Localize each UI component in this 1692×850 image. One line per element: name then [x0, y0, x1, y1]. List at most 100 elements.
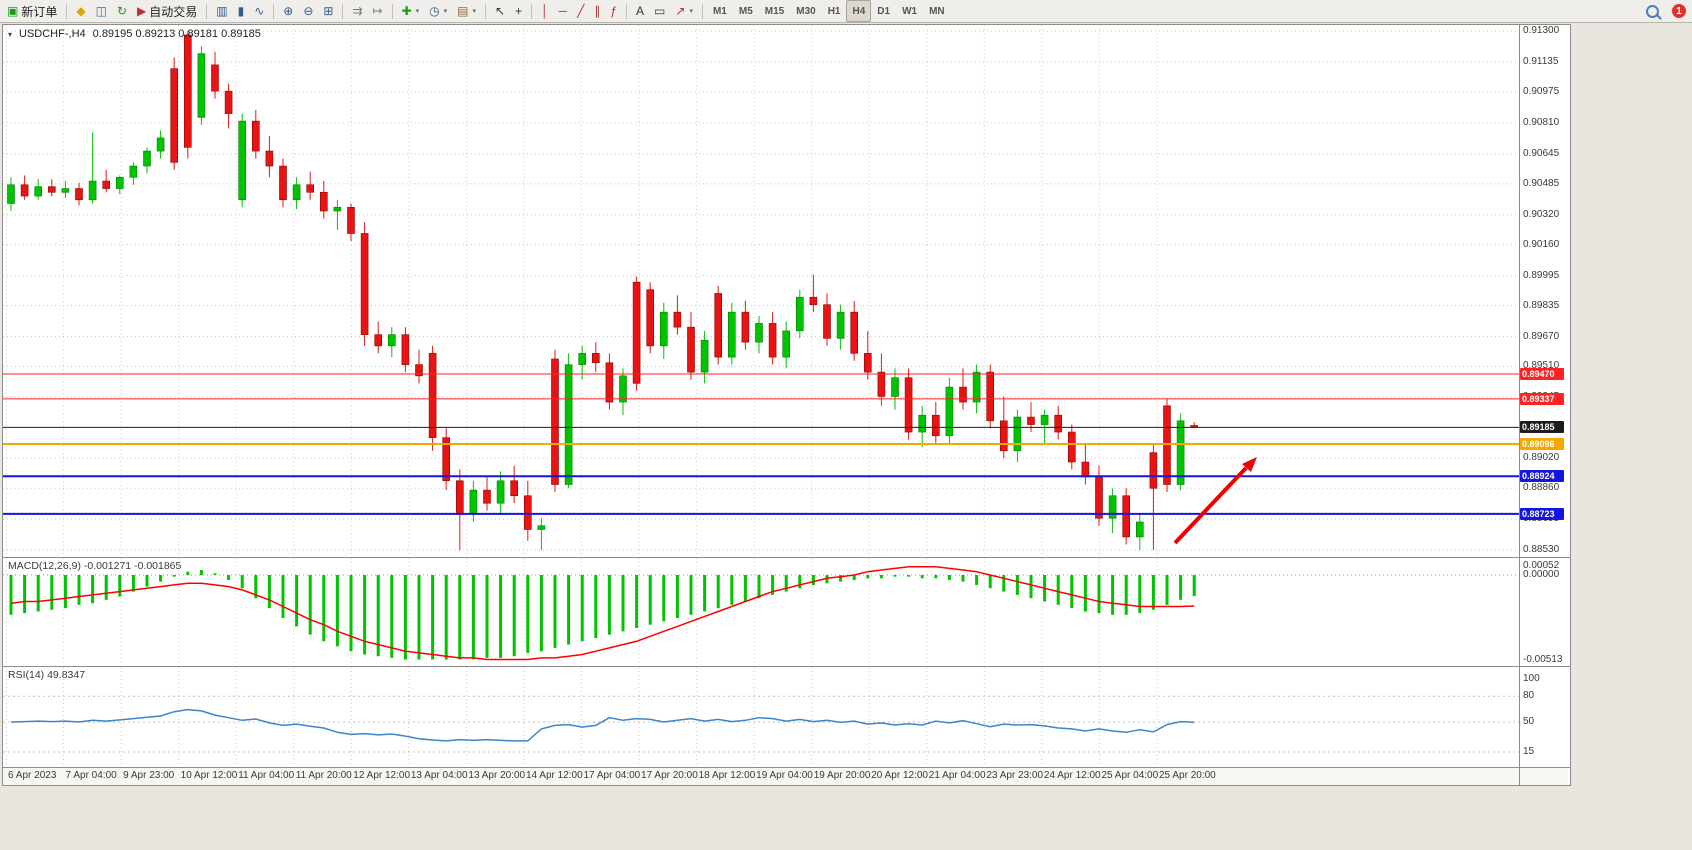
candle-body — [810, 297, 817, 304]
vertical-line-button[interactable]: │ — [536, 0, 554, 22]
text-button[interactable]: A — [631, 0, 649, 22]
price-tick: 0.90485 — [1523, 178, 1559, 190]
tile-windows-button[interactable]: ⊞ — [318, 0, 338, 22]
time-label: 23 Apr 23:00 — [986, 770, 1043, 781]
profiles-button[interactable]: ◫ — [91, 0, 112, 22]
new-order-button[interactable]: ▣新订单 — [2, 0, 62, 22]
zoom-in-icon: ⊕ — [283, 5, 293, 17]
candle-body — [212, 65, 219, 91]
line-chart-button[interactable]: ∿ — [249, 0, 269, 22]
price-tick: 0.90810 — [1523, 117, 1559, 129]
auto-trading-button[interactable]: ▶自动交易 — [132, 0, 202, 22]
timeframe-w1-button[interactable]: W1 — [896, 0, 923, 22]
candle-body — [1082, 462, 1089, 477]
notification-badge[interactable]: 1 — [1672, 4, 1686, 18]
candle-body — [592, 353, 599, 362]
candle-body — [497, 481, 504, 503]
rsi-axis[interactable]: 100805015 — [1520, 667, 1568, 767]
toolbar-separator — [66, 4, 67, 19]
timeframe-m5-button[interactable]: M5 — [733, 0, 759, 22]
candle-body — [225, 91, 232, 113]
auto-scroll-icon: ⇉ — [352, 5, 362, 17]
candle-body — [103, 181, 110, 188]
candlestick-button[interactable]: ▮ — [233, 0, 250, 22]
candle-body — [239, 121, 246, 200]
macd-canvas[interactable] — [3, 558, 1519, 666]
cursor-button[interactable]: ↖ — [490, 0, 510, 22]
charts-bar-button[interactable]: ◆ — [71, 0, 90, 22]
candle-body — [48, 187, 55, 193]
rsi-pane: RSI(14) 49.8347 100805015 — [3, 667, 1570, 768]
candle-body — [76, 189, 83, 200]
search-button[interactable] — [1641, 0, 1664, 22]
time-label: 12 Apr 12:00 — [353, 770, 410, 781]
auto-scroll-button[interactable]: ⇉ — [347, 0, 367, 22]
rsi-label: RSI(14) 49.8347 — [8, 669, 85, 681]
timeframe-m30-button[interactable]: M30 — [790, 0, 821, 22]
candle-body — [198, 54, 205, 118]
candle-body — [320, 192, 327, 211]
timeframe-m1-button[interactable]: M1 — [707, 0, 733, 22]
time-label: 19 Apr 20:00 — [814, 770, 871, 781]
time-label: 19 Apr 04:00 — [756, 770, 813, 781]
candle-body — [388, 335, 395, 346]
templates-button[interactable]: ▤▾ — [452, 0, 481, 22]
chart-ohlc-values: 0.89195 0.89213 0.89181 0.89185 — [93, 28, 261, 40]
toolbar-separator — [626, 4, 627, 19]
arrows-button[interactable]: ↗▾ — [670, 0, 698, 22]
crosshair-button[interactable]: + — [510, 0, 527, 22]
chart-menu-icon[interactable]: ▾ — [8, 30, 12, 39]
horizontal-line-button[interactable]: ─ — [554, 0, 573, 22]
dropdown-caret-icon: ▾ — [416, 7, 420, 15]
price-tick: 0.90645 — [1523, 148, 1559, 160]
macd-axis-value: 0.00000 — [1523, 569, 1559, 581]
refresh-button[interactable]: ↻ — [112, 0, 132, 22]
candle-body — [361, 233, 368, 334]
timeframe-d1-button[interactable]: D1 — [871, 0, 896, 22]
chart-shift-button[interactable]: ↦ — [368, 0, 388, 22]
chart-shift-icon: ↦ — [373, 5, 383, 17]
fibonacci-button[interactable]: ƒ — [605, 0, 622, 22]
refresh-icon: ↻ — [117, 5, 127, 17]
main-chart-canvas[interactable] — [3, 25, 1519, 557]
price-axis[interactable]: 0.913000.911350.909750.908100.906450.904… — [1520, 25, 1568, 557]
indicators-button[interactable]: ✚▾ — [397, 0, 425, 22]
candle-body — [633, 282, 640, 383]
candle-body — [565, 365, 572, 485]
mt4-application: { "toolbar": { "notification_count": "1"… — [0, 0, 1692, 850]
candle-body — [660, 312, 667, 346]
rsi-axis-value: 80 — [1523, 690, 1534, 702]
periods-button[interactable]: ◷▾ — [424, 0, 452, 22]
candle-body — [796, 297, 803, 331]
candle-body — [1150, 453, 1157, 489]
zoom-in-button[interactable]: ⊕ — [278, 0, 298, 22]
timeframe-mn-button[interactable]: MN — [923, 0, 951, 22]
candle-body — [89, 181, 96, 200]
timeframe-h1-button[interactable]: H1 — [822, 0, 847, 22]
time-label: 18 Apr 12:00 — [699, 770, 756, 781]
trend-arrow[interactable] — [1175, 468, 1246, 543]
rsi-axis-value: 15 — [1523, 746, 1534, 758]
time-label: 25 Apr 04:00 — [1101, 770, 1158, 781]
candle-body — [688, 327, 695, 372]
candle-body — [1028, 417, 1035, 424]
candle-body — [280, 166, 287, 200]
candle-body — [1068, 432, 1075, 462]
rsi-canvas[interactable] — [3, 667, 1519, 767]
toolbar-separator — [342, 4, 343, 19]
timeframe-h4-button[interactable]: H4 — [846, 0, 871, 22]
text-label-button[interactable]: ▭ — [649, 0, 670, 22]
zoom-out-button[interactable]: ⊖ — [298, 0, 318, 22]
channel-button[interactable]: ∥ — [589, 0, 605, 22]
time-label: 13 Apr 04:00 — [411, 770, 468, 781]
fibonacci-icon: ƒ — [610, 5, 617, 17]
timeframe-m15-button[interactable]: M15 — [759, 0, 790, 22]
toolbar-separator — [702, 4, 703, 19]
time-label: 11 Apr 20:00 — [296, 770, 352, 781]
macd-axis[interactable]: 0.000520.00000-0.00513 — [1520, 558, 1568, 666]
time-axis[interactable]: 6 Apr 20237 Apr 04:009 Apr 23:0010 Apr 1… — [3, 768, 1520, 785]
bar-chart-button[interactable]: ▥ — [211, 0, 232, 22]
candle-body — [728, 312, 735, 357]
trendline-button[interactable]: ╱ — [572, 0, 589, 22]
candle-body — [824, 305, 831, 339]
